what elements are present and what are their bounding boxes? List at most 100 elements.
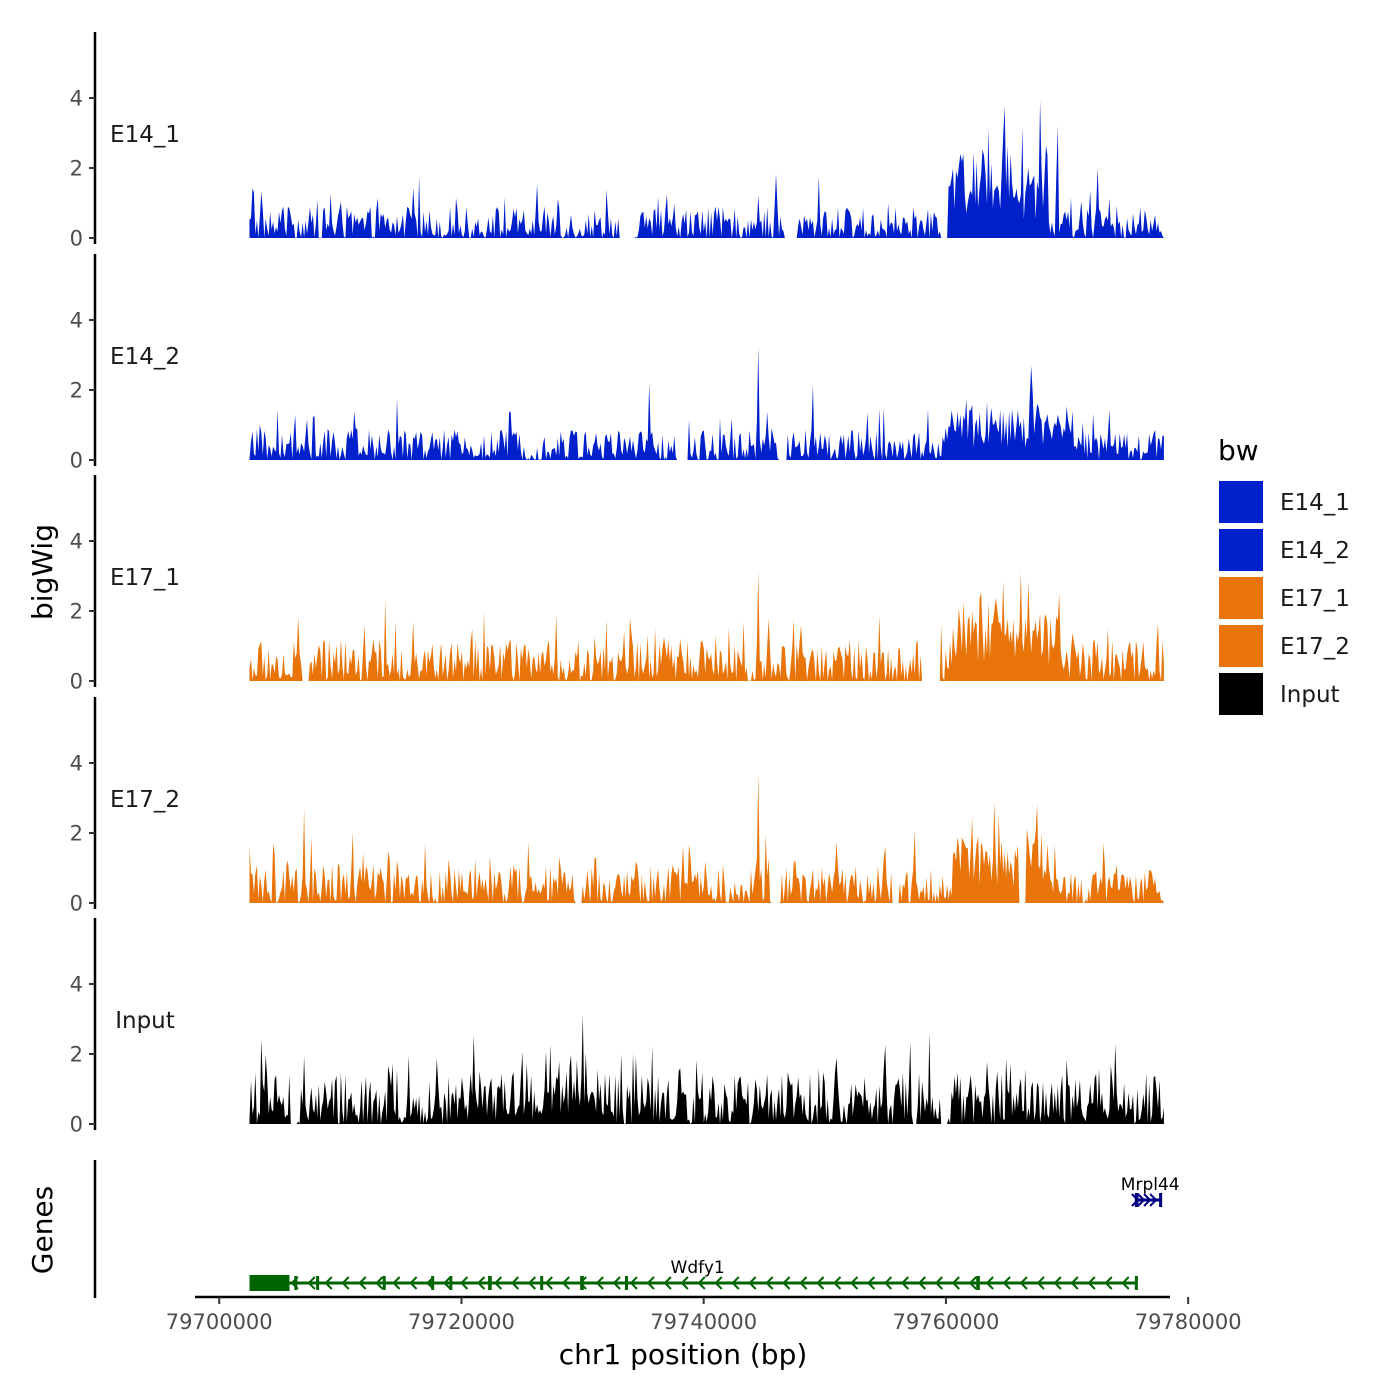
strand-arrow bbox=[833, 1276, 842, 1290]
panel-e14-1: 0 2 4 E14_1 bbox=[70, 32, 1164, 251]
gene-exon bbox=[294, 1276, 298, 1290]
strand-arrow bbox=[629, 1276, 638, 1290]
gene-exon bbox=[580, 1276, 584, 1290]
strand-arrow bbox=[544, 1276, 553, 1290]
y-tick-label: 0 bbox=[70, 449, 83, 473]
strand-arrow bbox=[917, 1276, 926, 1290]
strand-arrow bbox=[510, 1276, 520, 1290]
strand-arrow bbox=[460, 1276, 469, 1290]
y-tick-label: 4 bbox=[70, 87, 83, 111]
strand-arrow bbox=[782, 1276, 791, 1290]
strand-arrow bbox=[1121, 1276, 1130, 1290]
strand-arrow bbox=[1002, 1276, 1011, 1290]
legend: bw E14_1 E14_2 E17_1 E17_2 Input bbox=[1217, 434, 1350, 717]
y-tick-label: 2 bbox=[70, 379, 83, 403]
strand-arrow bbox=[595, 1276, 604, 1290]
strand-arrow bbox=[1149, 1193, 1158, 1207]
signal-area bbox=[249, 346, 1164, 460]
x-axis-title: chr1 position (bp) bbox=[559, 1338, 808, 1371]
strand-arrow bbox=[561, 1276, 570, 1290]
panel-e17-2: 0 2 4 E17_2 bbox=[70, 697, 1164, 916]
strand-arrow bbox=[765, 1276, 774, 1290]
x-tick-label: 79700000 bbox=[166, 1310, 273, 1334]
y-tick-label: 2 bbox=[70, 1043, 83, 1067]
legend-title: bw bbox=[1218, 434, 1259, 467]
strand-arrow bbox=[409, 1276, 418, 1290]
legend-label: E14_1 bbox=[1280, 490, 1350, 516]
genes-axis-title: Genes bbox=[26, 1186, 59, 1274]
strand-arrow bbox=[375, 1276, 384, 1290]
strand-arrow bbox=[883, 1276, 893, 1290]
signal-area bbox=[249, 571, 1164, 681]
strand-arrow bbox=[697, 1276, 706, 1290]
panel-label: E17_2 bbox=[110, 787, 180, 813]
legend-label: E17_1 bbox=[1280, 586, 1350, 612]
strand-arrow bbox=[816, 1276, 825, 1290]
gene-exon bbox=[540, 1276, 544, 1290]
strand-arrow bbox=[477, 1276, 486, 1290]
y-tick-label: 4 bbox=[70, 530, 83, 554]
strand-arrow bbox=[1019, 1276, 1028, 1290]
y-tick-label: 2 bbox=[70, 822, 83, 846]
gene-exon bbox=[382, 1276, 386, 1290]
legend-label: E14_2 bbox=[1280, 538, 1350, 564]
y-tick-label: 4 bbox=[70, 752, 83, 776]
gene-annotation-panel: Wdfy1 Mrpl44 bbox=[93, 1160, 1180, 1298]
strand-arrow bbox=[443, 1276, 452, 1290]
strand-arrow bbox=[934, 1276, 943, 1290]
x-axis: 79700000 79720000 79740000 79760000 79780000 bbox=[166, 1295, 1242, 1334]
x-tick-label: 79760000 bbox=[892, 1310, 999, 1334]
panel-input: 0 2 4 Input bbox=[70, 918, 1164, 1137]
strand-arrow bbox=[748, 1276, 757, 1290]
strand-arrow bbox=[799, 1276, 808, 1290]
strand-arrow bbox=[900, 1276, 910, 1290]
gene-exon bbox=[1134, 1276, 1138, 1290]
strand-arrow bbox=[985, 1276, 994, 1290]
strand-arrow bbox=[493, 1276, 503, 1290]
strand-arrow bbox=[358, 1276, 367, 1290]
strand-arrow bbox=[256, 1276, 265, 1290]
x-tick-label: 79780000 bbox=[1135, 1310, 1242, 1334]
strand-arrow bbox=[426, 1276, 435, 1290]
gene-exon bbox=[488, 1276, 492, 1290]
strand-arrow bbox=[714, 1276, 723, 1290]
gene-label: Wdfy1 bbox=[671, 1258, 725, 1278]
strand-arrow bbox=[527, 1276, 536, 1290]
legend-swatch bbox=[1217, 671, 1265, 717]
strand-arrow bbox=[1036, 1276, 1045, 1290]
legend-swatch bbox=[1217, 623, 1265, 669]
panel-e14-2: 0 2 4 E14_2 bbox=[70, 254, 1164, 473]
strand-arrow bbox=[1087, 1276, 1096, 1290]
strand-arrow bbox=[663, 1276, 672, 1290]
gene-exon bbox=[249, 1275, 290, 1291]
y-tick-label: 0 bbox=[70, 227, 83, 251]
gene-exon bbox=[316, 1276, 320, 1290]
strand-arrow bbox=[578, 1276, 587, 1290]
x-tick-label: 79740000 bbox=[650, 1310, 757, 1334]
y-tick-label: 4 bbox=[70, 973, 83, 997]
strand-arrow bbox=[731, 1276, 740, 1290]
strand-arrow bbox=[1131, 1193, 1140, 1207]
strand-arrow bbox=[1053, 1276, 1062, 1290]
gene-exon bbox=[624, 1276, 628, 1290]
y-tick-label: 2 bbox=[70, 157, 83, 181]
y-tick-label: 4 bbox=[70, 309, 83, 333]
gene-exon bbox=[431, 1276, 435, 1290]
strand-arrow bbox=[968, 1276, 977, 1290]
signal-panels: 0 2 4 E14_1 0 2 4 E14_2 0 2 4 E17_1 0 2 4 E17_2 0 2 4 Input bbox=[70, 32, 1164, 1137]
signal-area bbox=[249, 1014, 1164, 1124]
strand-arrow bbox=[1104, 1276, 1113, 1290]
gene-exon bbox=[976, 1276, 980, 1290]
strand-arrow bbox=[1137, 1193, 1146, 1207]
strand-arrow bbox=[290, 1276, 299, 1290]
strand-arrow bbox=[1143, 1193, 1152, 1207]
y-axis-title: bigWig bbox=[26, 524, 59, 620]
strand-arrow bbox=[307, 1276, 316, 1290]
strand-arrow bbox=[392, 1276, 401, 1290]
strand-arrow bbox=[867, 1276, 876, 1290]
strand-arrow bbox=[341, 1276, 350, 1290]
x-tick-label: 79720000 bbox=[408, 1310, 515, 1334]
strand-arrow bbox=[1070, 1276, 1079, 1290]
signal-area bbox=[249, 100, 1164, 238]
legend-swatch bbox=[1217, 575, 1265, 621]
